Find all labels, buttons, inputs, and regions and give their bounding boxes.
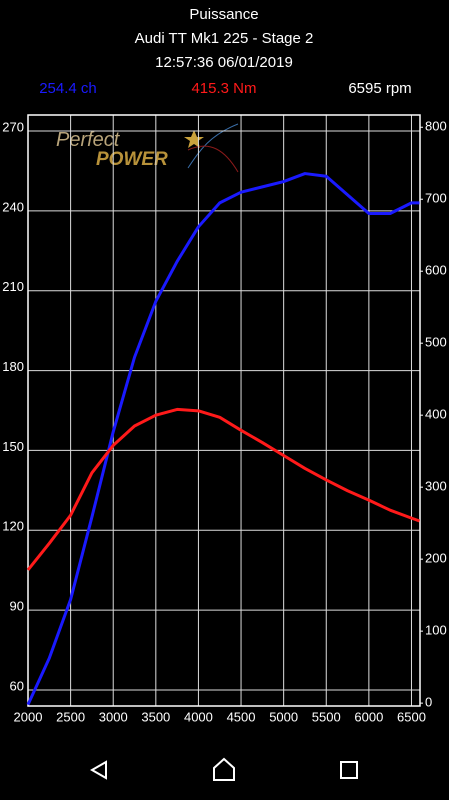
x-tick-label: 5500 bbox=[312, 709, 341, 724]
series-line bbox=[26, 407, 421, 571]
y2-tick-label: 400 bbox=[425, 407, 447, 422]
x-tick-label: 4000 bbox=[184, 709, 213, 724]
logo-curve bbox=[187, 123, 239, 169]
y2-tick-label: 100 bbox=[425, 623, 447, 638]
x-tick-label: 2000 bbox=[14, 709, 43, 724]
y2-tick-label: 800 bbox=[425, 119, 447, 134]
y-tick-label: 90 bbox=[10, 599, 24, 614]
back-button[interactable] bbox=[89, 760, 107, 780]
y2-tick-label: 600 bbox=[425, 263, 447, 278]
y-tick-label: 150 bbox=[2, 439, 24, 454]
nav-bar bbox=[89, 757, 358, 781]
y-tick-label: 210 bbox=[2, 279, 24, 294]
y-tick-label: 270 bbox=[2, 119, 24, 134]
x-tick-label: 5000 bbox=[269, 709, 298, 724]
plot-border bbox=[27, 114, 421, 707]
y2-tick-label: 200 bbox=[425, 551, 447, 566]
x-tick-label: 4500 bbox=[227, 709, 256, 724]
y2-tick-label: 300 bbox=[425, 479, 447, 494]
x-tick-label: 3500 bbox=[141, 709, 170, 724]
series-line bbox=[26, 172, 420, 706]
torque-readout: 415.3 Nm bbox=[191, 80, 256, 97]
x-tick-label: 2500 bbox=[56, 709, 85, 724]
recents-button[interactable] bbox=[340, 761, 358, 779]
y2-tick-label: 500 bbox=[425, 335, 447, 350]
power-readout: 254.4 ch bbox=[39, 80, 97, 97]
subtitle: Audi TT Mk1 225 - Stage 2 bbox=[135, 30, 314, 47]
logo-star bbox=[184, 130, 204, 148]
y2-tick-label: 0 bbox=[425, 695, 432, 710]
y-tick-label: 180 bbox=[2, 359, 24, 374]
y2-tick-label: 700 bbox=[425, 191, 447, 206]
y-tick-label: 240 bbox=[2, 199, 24, 214]
y-tick-label: 60 bbox=[10, 678, 24, 693]
y-tick-label: 120 bbox=[2, 519, 24, 534]
rpm-readout: 6595 rpm bbox=[348, 80, 411, 97]
x-tick-label: 6500 bbox=[397, 709, 426, 724]
title: Puissance bbox=[189, 6, 258, 23]
home-button[interactable] bbox=[213, 757, 235, 781]
timestamp: 12:57:36 06/01/2019 bbox=[155, 54, 293, 71]
logo-text: POWER bbox=[96, 149, 168, 170]
x-tick-label: 3000 bbox=[99, 709, 128, 724]
x-tick-label: 6000 bbox=[354, 709, 383, 724]
logo-text: Perfect bbox=[56, 129, 121, 151]
logo: Perfect POWER bbox=[56, 123, 239, 173]
logo-curve bbox=[187, 145, 239, 173]
